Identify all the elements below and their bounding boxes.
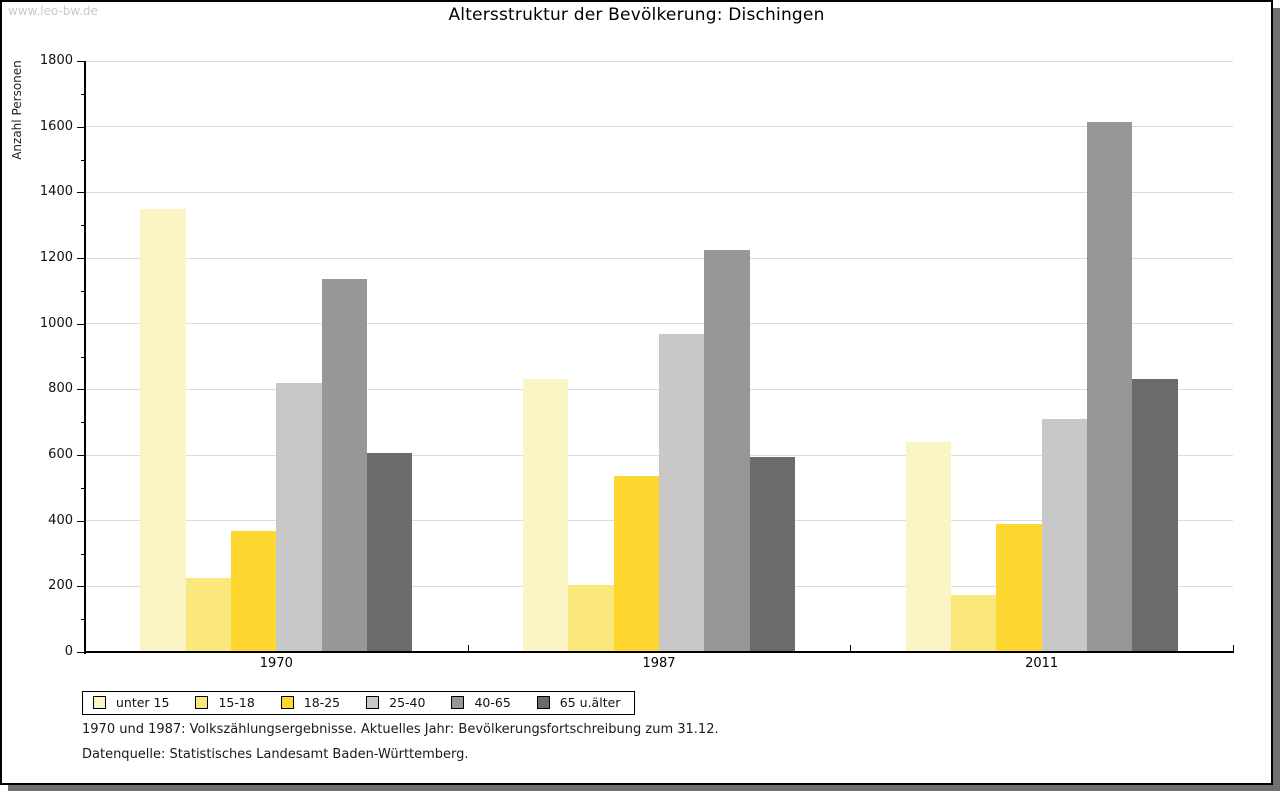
y-tick-label: 1000 bbox=[39, 315, 73, 331]
legend-swatch bbox=[366, 696, 380, 709]
y-tick-major bbox=[77, 652, 85, 653]
y-tick-label: 400 bbox=[48, 512, 73, 528]
legend-item: 40-65 bbox=[451, 695, 511, 710]
legend-swatch bbox=[451, 696, 465, 709]
legend-label: 15-18 bbox=[218, 695, 255, 710]
y-tick-minor bbox=[81, 619, 85, 621]
bar bbox=[659, 333, 705, 652]
legend-label: 65 u.älter bbox=[559, 695, 621, 710]
y-tick-minor bbox=[81, 422, 85, 424]
x-tick bbox=[1233, 645, 1234, 652]
legend-item: 15-18 bbox=[195, 695, 255, 710]
bar bbox=[951, 594, 997, 652]
y-tick-label: 800 bbox=[48, 381, 73, 397]
y-tick-minor bbox=[81, 159, 85, 161]
drop-shadow-bottom bbox=[8, 785, 1280, 791]
y-tick-label: 1800 bbox=[39, 53, 73, 68]
legend-swatch bbox=[195, 696, 209, 709]
bar bbox=[1132, 379, 1178, 652]
bar bbox=[568, 584, 614, 652]
x-category-label: 2011 bbox=[1025, 656, 1059, 671]
drop-shadow-right bbox=[1273, 8, 1280, 791]
legend-swatch bbox=[536, 696, 550, 709]
bar bbox=[1041, 418, 1087, 652]
bar bbox=[996, 523, 1042, 652]
y-tick-minor bbox=[81, 356, 85, 358]
y-tick-major bbox=[77, 520, 85, 522]
legend-swatch bbox=[93, 696, 106, 709]
bar bbox=[367, 453, 413, 652]
y-tick-label: 0 bbox=[64, 644, 73, 659]
bar bbox=[749, 456, 795, 652]
x-tick bbox=[467, 645, 469, 652]
legend-label: 40-65 bbox=[474, 695, 511, 710]
legend-item: unter 15 bbox=[93, 695, 169, 710]
legend-item: 25-40 bbox=[366, 695, 425, 710]
y-tick-major bbox=[77, 389, 85, 391]
footnote-line-1: 1970 und 1987: Volkszählungsergebnisse. … bbox=[82, 722, 719, 737]
y-tick-label: 1600 bbox=[39, 118, 73, 134]
legend-label: 18-25 bbox=[303, 695, 341, 710]
bar bbox=[523, 379, 569, 652]
bar bbox=[231, 530, 277, 652]
y-tick-minor bbox=[81, 225, 85, 227]
bar bbox=[321, 279, 367, 652]
x-category-label: 1970 bbox=[259, 656, 293, 671]
y-tick-minor bbox=[81, 93, 85, 95]
gridline bbox=[85, 60, 1233, 62]
y-tick-major bbox=[77, 126, 85, 128]
bar bbox=[613, 476, 659, 652]
x-axis-line bbox=[84, 651, 1234, 653]
y-tick-major bbox=[77, 192, 85, 194]
watermark: www.leo-bw.de bbox=[8, 4, 98, 18]
y-tick-major bbox=[77, 455, 85, 456]
bar bbox=[1087, 121, 1133, 652]
y-tick-minor bbox=[81, 553, 85, 555]
y-axis-title: Anzahl Personen bbox=[10, 60, 24, 160]
bar bbox=[905, 441, 951, 652]
y-tick-major bbox=[77, 586, 85, 588]
y-tick-minor bbox=[81, 290, 85, 292]
y-tick-major bbox=[77, 61, 85, 62]
legend: unter 15 15-18 18-25 25-40 40-65 65 u.älter bbox=[82, 691, 636, 715]
gridline bbox=[85, 257, 1233, 259]
y-tick-label: 200 bbox=[48, 578, 73, 594]
bar bbox=[704, 249, 750, 652]
y-tick-label: 1200 bbox=[39, 250, 73, 265]
y-tick-label: 600 bbox=[48, 447, 73, 462]
page-title: Altersstruktur der Bevölkerung: Disching… bbox=[448, 5, 825, 25]
gridline bbox=[85, 191, 1233, 193]
bar bbox=[140, 208, 186, 652]
legend-item: 65 u.älter bbox=[536, 695, 621, 710]
bar bbox=[276, 382, 322, 652]
y-tick-major bbox=[77, 258, 85, 259]
legend-swatch bbox=[280, 696, 294, 709]
gridline bbox=[85, 323, 1233, 325]
gridline bbox=[85, 126, 1233, 128]
legend-item: 18-25 bbox=[280, 695, 341, 710]
legend-label: unter 15 bbox=[116, 695, 170, 710]
x-tick bbox=[850, 645, 852, 652]
y-tick-major bbox=[77, 323, 85, 325]
bar bbox=[185, 578, 231, 652]
x-category-label: 1987 bbox=[642, 656, 676, 671]
y-tick-minor bbox=[81, 487, 85, 489]
footnote-line-2: Datenquelle: Statistisches Landesamt Bad… bbox=[82, 747, 469, 762]
y-tick-label: 1400 bbox=[39, 184, 73, 200]
y-axis-line bbox=[84, 61, 86, 654]
legend-label: 25-40 bbox=[389, 695, 426, 710]
